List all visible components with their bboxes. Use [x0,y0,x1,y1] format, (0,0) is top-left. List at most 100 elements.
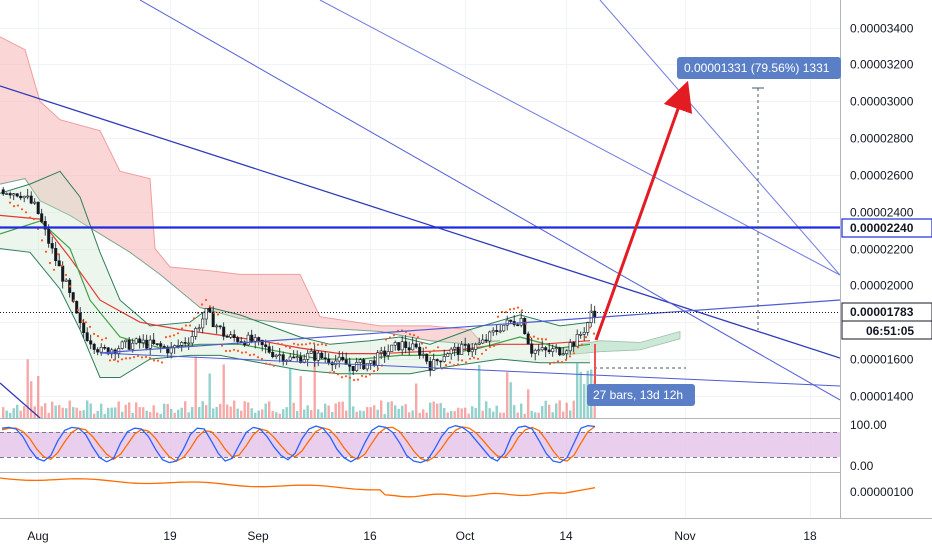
volume-bar [194,356,197,418]
sar-dot [360,374,364,377]
sar-dot [348,376,352,379]
candle-body [106,347,110,355]
volume-bar [65,408,68,418]
volume-bar [415,383,418,418]
volume-bar [516,412,519,418]
sar-dot [372,370,376,373]
sar-dot [112,358,116,361]
sar-dot [248,354,252,357]
sar-dot [72,299,76,302]
time-axis-labels[interactable]: Aug 19 Sep 16 Oct 14 Nov 18 [27,529,817,543]
sar-dot [80,319,84,322]
candle-body [467,344,471,352]
volume-bar [345,410,348,418]
volume-bar [513,405,516,418]
candle-body [85,332,89,342]
price-tick-label: 0.00002800 [850,132,914,146]
candle-body [449,348,453,355]
volume-bar [271,410,274,418]
candle-body [253,337,257,342]
volume-bar [408,412,411,418]
candle-body [89,340,93,345]
volume-bar [383,414,386,418]
candle-body [495,330,499,332]
volume-bar [16,404,19,418]
sar-dot [328,371,332,374]
candle-body [341,356,345,361]
volume-bar [404,404,407,418]
cloud-area-bearish [0,36,500,345]
volume-bar [86,400,89,418]
volume-bar [457,407,460,418]
sar-dot [516,306,520,309]
volume-bar [397,408,400,418]
sar-dot [352,378,356,382]
stoch-rsi-tick-0: 0.00 [850,459,874,473]
volume-bar [166,404,169,418]
candle-body [348,364,352,367]
volume-bar [205,405,208,418]
sar-dot [268,363,272,366]
trendlines[interactable] [0,0,840,418]
volume-bar [439,403,442,418]
sar-dot [208,305,212,308]
volume-bar [145,410,148,418]
volume-bar [422,409,425,418]
bollinger-fill [0,171,590,378]
volume-bar [299,376,302,418]
sar-dot [424,346,428,349]
time-tick-label: 14 [559,529,573,543]
sar-dot [560,361,564,364]
candle-body [491,330,495,333]
candle-body [537,349,541,352]
candle-body [33,201,37,204]
candle-body [365,363,369,370]
candle-body [400,341,404,351]
volume-bar [429,402,432,418]
measure-tool[interactable] [594,80,764,384]
sar-dot [580,343,584,346]
volume-bar [390,401,393,418]
candle-body [442,356,446,362]
sar-dot [332,370,336,374]
volume-bar [348,360,351,418]
candle-body [64,279,68,282]
volume-bar [100,403,103,418]
candle-body [369,360,373,364]
price-axis-background[interactable] [840,0,932,518]
sar-dot [256,356,260,359]
volume-bar [495,405,498,418]
candle-body [36,201,40,215]
volume-bar [450,410,453,418]
volume-bar [187,412,190,418]
candle-body [344,359,348,365]
volume-bar [534,412,537,418]
volume-bar [107,407,110,418]
candle-body [355,362,359,371]
candle-body [148,339,152,349]
sar-dot [200,303,204,306]
candle-body [575,334,579,347]
volume-bar [96,411,99,418]
candle-body [432,359,436,371]
sar-dot [116,360,120,363]
time-tick-label: Aug [27,529,48,543]
candle-body [1,189,5,195]
horizontal-gridlines [0,28,840,397]
sar-dot [512,307,516,310]
price-axis-labels: 0.00003400 0.00003200 0.00003000 0.00002800… [850,22,914,404]
volume-bar [387,402,390,418]
volume-bar [61,407,64,418]
bollinger-upper [0,170,591,345]
volume-bar [128,402,131,418]
candle-body [183,342,187,344]
sar-dot [56,253,60,256]
current-price-tag: 0.00001783 06:51:05 [841,302,932,340]
sar-dot [164,336,168,339]
candle-body [358,359,362,363]
sar-dot [108,359,112,362]
price-tick-label: 0.00003000 [850,95,914,109]
candle-body [453,346,457,350]
candle-body [544,347,548,351]
